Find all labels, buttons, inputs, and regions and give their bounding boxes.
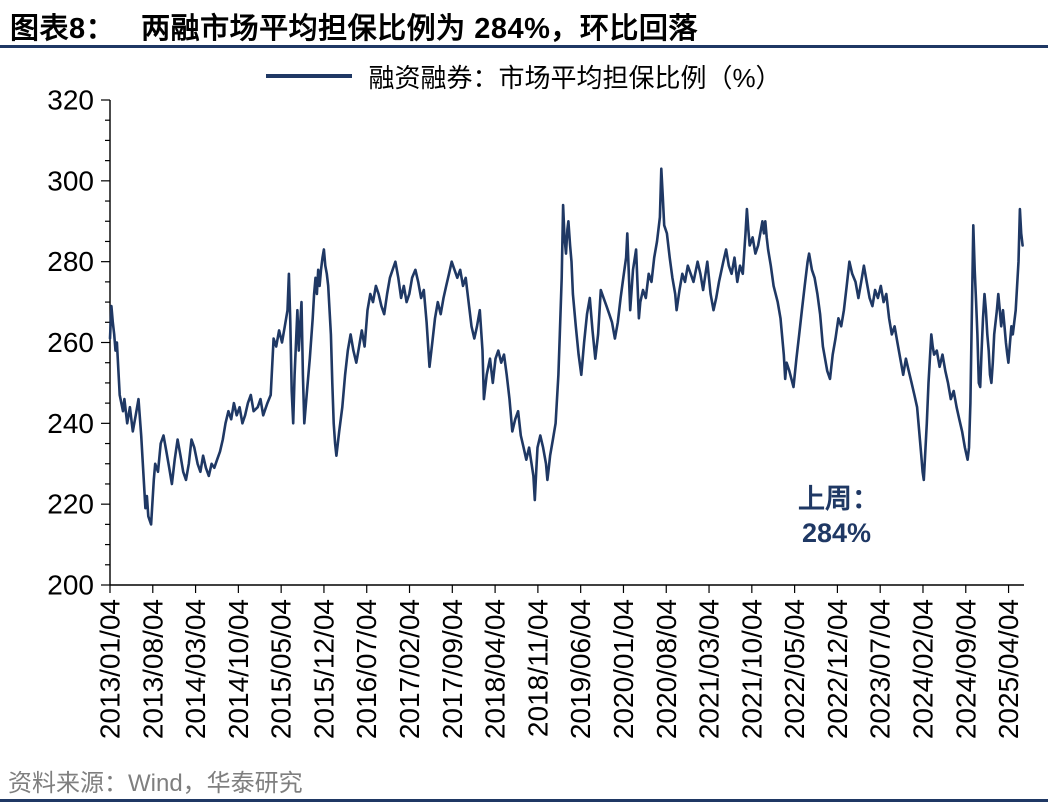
x-axis-label: 2017/09/04: [437, 599, 468, 739]
legend-label: 融资融券：市场平均担保比例（%）: [368, 62, 782, 93]
x-axis-label: 2015/05/04: [266, 599, 297, 739]
y-axis-label: 260: [47, 327, 94, 358]
x-axis-label: 2021/03/04: [694, 599, 725, 739]
x-axis-label: 2020/08/04: [651, 599, 682, 739]
x-axis-label: 2024/02/04: [907, 599, 938, 739]
y-axis-label: 320: [47, 90, 94, 116]
y-axis-label: 280: [47, 246, 94, 277]
annotation-label: 上周：: [798, 484, 879, 514]
x-axis-label: 2020/01/04: [608, 599, 639, 739]
x-axis-label: 2013/08/04: [137, 599, 168, 739]
x-axis-label: 2014/03/04: [180, 599, 211, 739]
y-axis-label: 240: [47, 408, 94, 439]
x-axis-label: 2015/12/04: [308, 599, 339, 739]
title-divider: [0, 45, 1048, 48]
y-axis-label: 200: [47, 570, 94, 601]
bottom-divider: [0, 799, 1048, 802]
figure-title-text: 两融市场平均担保比例为 284%，环比回落: [141, 13, 698, 45]
source-note: 资料来源：Wind，华泰研究: [8, 770, 303, 797]
x-axis-label: 2016/07/04: [351, 599, 382, 739]
last-week-annotation: 上周： 284%: [798, 482, 879, 550]
x-axis-label: 2021/10/04: [736, 599, 767, 739]
legend-line-swatch: [266, 74, 353, 78]
chart-legend: 融资融券：市场平均担保比例（%）: [0, 58, 1048, 94]
x-axis-label: 2024/09/04: [950, 599, 981, 739]
figure-title: 图表8： 两融市场平均担保比例为 284%，环比回落: [10, 5, 698, 47]
x-axis-label: 2019/06/04: [565, 599, 596, 739]
x-axis-label: 2018/04/04: [480, 599, 511, 739]
annotation-value: 284%: [802, 518, 872, 548]
x-axis-label: 2023/07/04: [865, 599, 896, 739]
x-axis-label: 2014/10/04: [223, 599, 254, 739]
x-axis-label: 2022/05/04: [779, 599, 810, 739]
x-axis-label: 2013/01/04: [95, 599, 126, 739]
x-axis-label: 2018/11/04: [522, 599, 553, 737]
x-axis-label: 2025/04/04: [993, 599, 1024, 739]
figure-number: 图表8：: [10, 13, 116, 45]
chart-canvas: 200 220 240 260 280 300 320 2013/01/04 2013/08/0…: [47, 90, 1024, 739]
y-axis-label: 300: [47, 165, 94, 196]
y-axis-label: 220: [47, 489, 94, 520]
x-axis-label: 2022/12/04: [822, 599, 853, 739]
x-axis-label: 2017/02/04: [394, 599, 425, 739]
series-line: [108, 167, 1024, 526]
